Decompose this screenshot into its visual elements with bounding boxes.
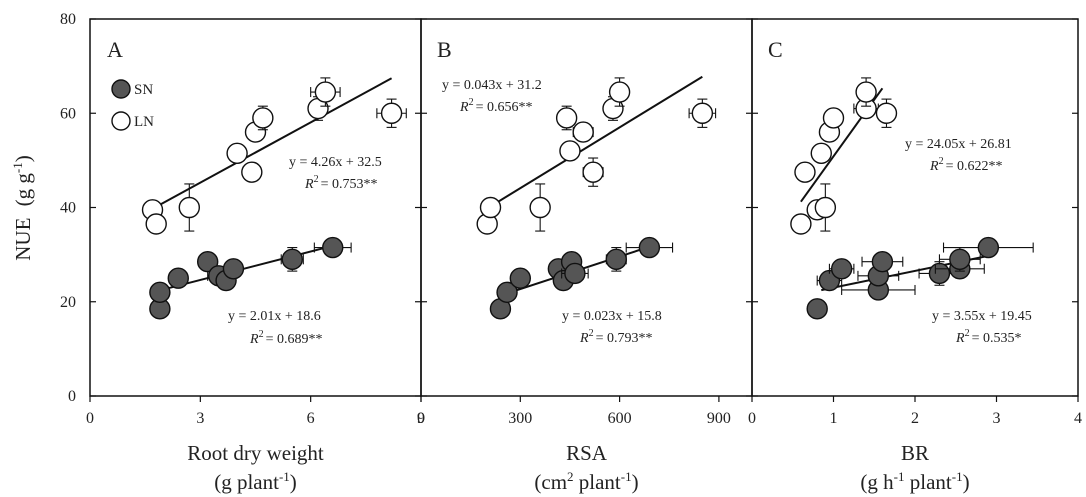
x-tick-label: 900 <box>707 410 731 427</box>
data-point-LN <box>479 196 502 219</box>
data-point-LN <box>559 140 581 162</box>
panel-B: 0 300 600 900 B RSA (cm2 plant-1) y = 0.023x + … <box>417 18 753 494</box>
data-point-SN <box>928 262 951 285</box>
data-point-LN <box>314 81 337 103</box>
r-squared-label: R2 = 0.689** <box>249 329 322 347</box>
regression-equation: y = 4.26x + 32.5 <box>289 155 382 170</box>
trend-line <box>155 77 393 208</box>
data-point-SN <box>167 267 189 289</box>
series-LN: y = 4.26x + 32.5 R2 = 0.753** <box>141 77 407 235</box>
series-SN: y = 0.023x + 15.8 R2 = 0.793** <box>489 236 674 346</box>
data-point-SN <box>977 236 1000 259</box>
r-squared-label: R2 = 0.535* <box>955 328 1021 346</box>
x-tick-label: 0 <box>417 410 425 427</box>
data-point-LN <box>875 102 898 124</box>
panel-letter: C <box>768 37 783 62</box>
y-tick-label: 60 <box>60 105 76 122</box>
x-tick-label: 300 <box>508 410 532 427</box>
x-axis-unit: (g h-1 plant-1) <box>860 469 969 494</box>
regression-equation: y = 24.05x + 26.81 <box>905 137 1012 152</box>
data-point-LN <box>794 161 816 183</box>
data-point-SN <box>496 281 518 304</box>
data-point-SN <box>638 236 661 259</box>
x-tick-label: 9 <box>417 410 425 427</box>
legend-marker-LN <box>111 111 131 131</box>
panel-letter: A <box>107 37 123 62</box>
series-LN: y = 24.05x + 26.81 R2 = 0.622** <box>790 77 1012 235</box>
regression-equation: y = 2.01x + 18.6 <box>228 309 321 324</box>
data-point-SN <box>322 236 344 259</box>
data-point-SN <box>509 267 531 289</box>
data-point-LN <box>529 196 551 219</box>
x-tick-label: 0 <box>748 410 756 427</box>
panel-A: 0 20 40 60 80 0 3 6 9 A Root dry weight (g plant-1)… <box>60 11 425 494</box>
data-point-LN <box>814 196 837 219</box>
data-point-SN <box>564 262 586 285</box>
data-point-SN <box>605 248 627 271</box>
x-tick-label: 600 <box>608 410 632 427</box>
series-SN: y = 2.01x + 18.6 R2 = 0.689** <box>149 236 352 347</box>
r-squared-label: R2 = 0.753** <box>304 174 377 192</box>
data-point-LN <box>790 213 812 235</box>
r-squared-label: R2 = 0.793** <box>579 328 652 346</box>
data-point-SN <box>149 281 171 304</box>
regression-equation: y = 0.043x + 31.2 <box>442 78 542 93</box>
panel-frame <box>751 18 1079 397</box>
regression-equation: y = 3.55x + 19.45 <box>932 309 1032 324</box>
y-axis-label: NUE (g g-1) <box>10 155 35 261</box>
data-point-LN <box>380 102 403 124</box>
x-tick-label: 1 <box>830 410 838 427</box>
legend-marker-SN <box>111 79 131 99</box>
data-point-LN <box>822 107 845 129</box>
r-squared-label: R2 = 0.656** <box>459 97 532 115</box>
data-point-LN <box>241 161 263 183</box>
data-point-SN <box>949 248 971 271</box>
data-point-SN <box>806 298 828 320</box>
data-point-LN <box>572 121 594 143</box>
data-point-LN <box>178 196 201 219</box>
data-point-LN <box>226 142 248 165</box>
data-point-LN <box>145 213 167 235</box>
data-point-LN <box>691 102 714 124</box>
panel-letter: B <box>437 37 452 62</box>
data-point-SN <box>871 250 894 273</box>
legend-label-LN: LN <box>134 114 154 130</box>
series-LN: y = 0.043x + 31.2 R2 = 0.656** <box>442 75 717 235</box>
data-point-LN <box>555 107 578 129</box>
legend: SN LN <box>111 79 154 131</box>
x-tick-label: 3 <box>993 410 1001 427</box>
x-tick-label: 2 <box>911 410 919 427</box>
r-squared-label: R2 = 0.622** <box>929 156 1002 174</box>
legend-label-SN: SN <box>134 82 153 98</box>
data-point-LN <box>252 107 274 129</box>
x-axis-label: BR <box>901 441 929 465</box>
x-axis-unit: (g plant-1) <box>214 469 297 494</box>
y-tick-label: 0 <box>68 388 76 405</box>
x-tick-label: 6 <box>307 410 315 427</box>
trend-line <box>489 75 703 208</box>
data-point-LN <box>810 142 832 165</box>
series-SN: y = 3.55x + 19.45 R2 = 0.535* <box>806 236 1034 346</box>
data-point-LN <box>855 81 877 103</box>
y-tick-label: 20 <box>60 294 76 311</box>
panel-C: 0 1 2 3 4 C BR (g h-1 plant-1) y = 3.55x + 19.45… <box>748 18 1082 494</box>
data-point-SN <box>222 258 245 280</box>
x-tick-label: 3 <box>196 410 204 427</box>
data-point-LN <box>608 81 631 103</box>
data-point-LN <box>582 161 604 183</box>
x-axis-unit: (cm2 plant-1) <box>534 469 638 494</box>
x-tick-label: 4 <box>1074 410 1082 427</box>
x-axis-label: RSA <box>566 441 608 465</box>
y-tick-label: 40 <box>60 200 76 217</box>
x-axis-label: Root dry weight <box>187 441 324 465</box>
data-point-SN <box>281 248 303 271</box>
x-tick-label: 0 <box>86 410 94 427</box>
y-tick-label: 80 <box>60 11 76 28</box>
regression-equation: y = 0.023x + 15.8 <box>562 309 662 324</box>
data-point-SN <box>830 258 853 280</box>
